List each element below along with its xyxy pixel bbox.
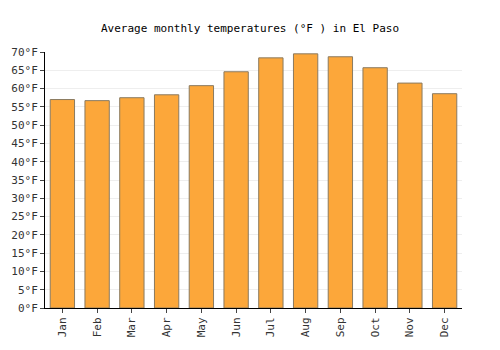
svg-text:60°F: 60°F [11,82,38,95]
svg-text:Average monthly temperatures (: Average monthly temperatures (°F ) in El… [101,22,399,35]
svg-text:15°F: 15°F [11,247,38,260]
svg-text:Aug: Aug [299,317,312,337]
svg-text:10°F: 10°F [11,265,38,278]
svg-text:Mar: Mar [125,317,138,337]
svg-text:Oct: Oct [369,317,382,337]
svg-text:Jul: Jul [264,317,277,337]
svg-text:Jun: Jun [230,317,243,337]
svg-text:70°F: 70°F [11,46,38,59]
svg-text:May: May [195,317,208,337]
svg-text:40°F: 40°F [11,156,38,169]
svg-text:Feb: Feb [91,317,104,337]
svg-text:0°F: 0°F [18,302,38,315]
svg-text:35°F: 35°F [11,174,38,187]
svg-text:25°F: 25°F [11,210,38,223]
svg-text:45°F: 45°F [11,137,38,150]
svg-text:20°F: 20°F [11,229,38,242]
svg-text:Sep: Sep [334,317,347,337]
svg-text:5°F: 5°F [18,284,38,297]
svg-text:30°F: 30°F [11,192,38,205]
svg-text:Apr: Apr [160,317,173,337]
svg-text:Jan: Jan [56,317,69,337]
svg-text:55°F: 55°F [11,101,38,114]
svg-text:Nov: Nov [403,317,416,337]
svg-text:50°F: 50°F [11,119,38,132]
svg-text:Dec: Dec [438,317,451,337]
svg-text:65°F: 65°F [11,64,38,77]
